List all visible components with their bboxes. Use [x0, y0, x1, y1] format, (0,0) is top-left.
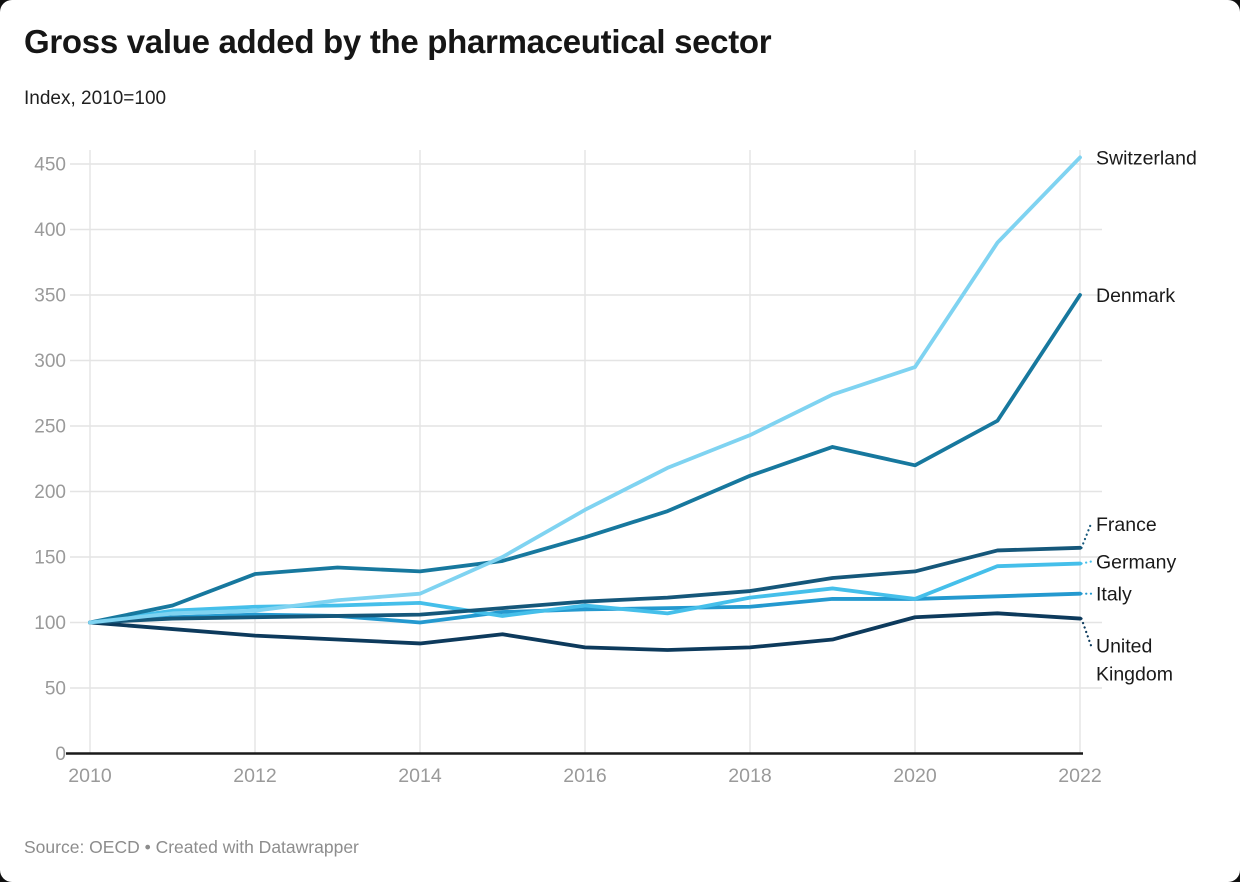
y-tick-label: 50 — [45, 679, 66, 700]
x-tick-label: 2010 — [68, 765, 112, 787]
label-leader-united-kingdom — [1080, 617, 1093, 647]
series-label-germany: Germany — [1096, 552, 1176, 574]
chart-subtitle: Index, 2010=100 — [24, 88, 167, 109]
x-tick-label: 2012 — [233, 765, 276, 787]
y-tick-label: 400 — [34, 220, 66, 241]
source-attribution: Source: OECD • Created with Datawrapper — [24, 837, 359, 857]
y-tick-label: 150 — [34, 548, 66, 569]
series-label-switzerland: Switzerland — [1096, 147, 1197, 169]
series-line-denmark — [88, 293, 1082, 625]
label-leader-germany — [1080, 560, 1093, 565]
series-line-united-kingdom — [88, 611, 1082, 652]
y-tick-label: 450 — [34, 155, 66, 176]
series-label-italy: Italy — [1096, 584, 1132, 606]
x-tick-label: 2016 — [563, 765, 606, 787]
page-title: Gross value added by the pharmaceutical … — [24, 23, 772, 60]
y-tick-label: 350 — [34, 286, 66, 307]
x-tick-label: 2022 — [1058, 765, 1101, 787]
series-label-france: France — [1096, 514, 1157, 536]
y-tick-label: 300 — [34, 351, 66, 372]
series-line-france — [88, 545, 1082, 625]
series-line-switzerland — [88, 155, 1082, 625]
y-tick-label: 200 — [34, 482, 66, 503]
series-label-united-kingdom: Kingdom — [1096, 664, 1173, 686]
y-tick-label: 100 — [34, 613, 66, 634]
y-tick-label: 250 — [34, 417, 66, 438]
y-tick-label: 0 — [55, 744, 66, 765]
series-label-denmark: Denmark — [1096, 285, 1175, 307]
x-tick-label: 2020 — [893, 765, 937, 787]
series-label-united-kingdom: United — [1096, 636, 1152, 658]
x-tick-label: 2014 — [398, 765, 442, 787]
x-tick-label: 2018 — [728, 765, 771, 787]
label-leader-france — [1080, 522, 1093, 549]
series-line-germany — [88, 561, 1082, 625]
